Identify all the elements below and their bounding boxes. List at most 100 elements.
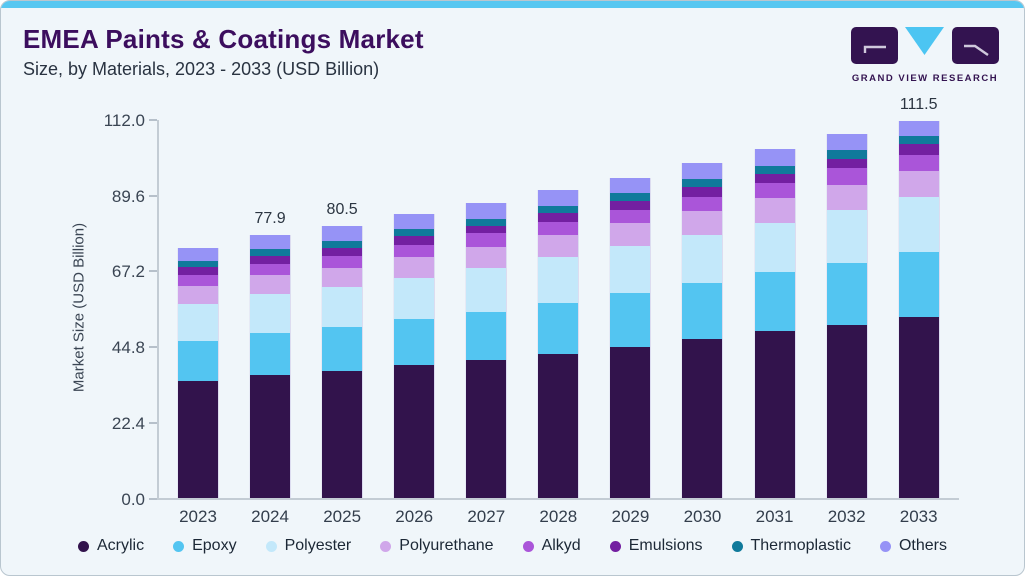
segment-acrylic-2023: [178, 381, 218, 499]
segment-others-2023: [178, 247, 218, 261]
x-tick-label-2030: 2030: [683, 507, 722, 526]
segment-thermoplastic-2031: [754, 166, 795, 174]
total-label-2033: 111.5: [899, 96, 938, 114]
segment-emulsions-2028: [538, 213, 579, 222]
segment-acrylic-2031: [754, 330, 795, 499]
segment-polyurethane-2025: [322, 267, 363, 288]
legend-label: Thermoplastic: [750, 537, 851, 554]
legend-item-epoxy[interactable]: Epoxy: [173, 537, 237, 555]
y-tick-mark: [149, 194, 157, 197]
bar-2025: [322, 226, 363, 499]
segment-polyester-2031: [754, 222, 795, 273]
legend-label: Emulsions: [628, 537, 703, 554]
segment-epoxy-2026: [394, 318, 435, 365]
legend-item-acrylic[interactable]: Acrylic: [77, 537, 144, 555]
segment-others-2033: [898, 121, 939, 137]
y-tick-mark: [149, 118, 157, 121]
legend-dot-epoxy-icon: [173, 540, 185, 552]
legend-label: Epoxy: [192, 537, 237, 554]
segment-others-2032: [826, 134, 867, 151]
x-tick-label-2027: 2027: [467, 507, 506, 526]
x-tick-label-2025: 2025: [323, 507, 362, 526]
legend-item-alkyd[interactable]: Alkyd: [522, 537, 581, 555]
segment-polyester-2029: [610, 246, 651, 294]
segment-alkyd-2032: [826, 168, 867, 185]
segment-polyester-2032: [826, 209, 867, 263]
segment-others-2026: [394, 214, 435, 230]
y-tick-label: 89.6: [111, 186, 145, 206]
segment-acrylic-2024: [250, 375, 291, 499]
segment-thermoplastic-2024: [250, 249, 291, 257]
segment-polyester-2027: [466, 267, 507, 312]
segment-alkyd-2024: [250, 263, 291, 276]
segment-polyurethane-2024: [250, 275, 291, 295]
segment-emulsions-2031: [754, 173, 795, 183]
segment-polyester-2033: [898, 197, 939, 252]
segment-alkyd-2026: [394, 244, 435, 258]
segment-thermoplastic-2028: [538, 206, 579, 214]
segment-epoxy-2032: [826, 262, 867, 325]
segment-polyurethane-2028: [538, 235, 579, 258]
y-tick-label: 22.4: [111, 414, 145, 434]
legend-item-polyurethane[interactable]: Polyurethane: [380, 537, 494, 555]
segment-emulsions-2029: [610, 200, 651, 210]
x-tick-label-2032: 2032: [827, 507, 866, 526]
segment-alkyd-2030: [682, 196, 723, 212]
segment-epoxy-2033: [898, 251, 939, 317]
segment-polyurethane-2033: [898, 170, 939, 198]
legend-item-thermoplastic[interactable]: Thermoplastic: [731, 537, 851, 555]
legend-label: Polyester: [284, 537, 352, 554]
segment-alkyd-2023: [178, 274, 218, 286]
segment-polyester-2030: [682, 234, 723, 283]
segment-epoxy-2030: [682, 282, 723, 340]
legend-item-polyester[interactable]: Polyester: [265, 537, 352, 555]
legend-dot-others-icon: [879, 540, 891, 552]
segment-thermoplastic-2029: [610, 193, 651, 201]
segment-emulsions-2023: [178, 267, 218, 275]
bar-2024: [250, 235, 291, 499]
legend-dot-alkyd-icon: [522, 540, 534, 552]
segment-others-2029: [610, 177, 651, 194]
chart-legend: Acrylic Epoxy Polyester Polyurethane Alkyd Em…: [1, 537, 1024, 555]
y-tick-mark: [149, 498, 157, 500]
top-accent-bar: [1, 1, 1024, 8]
segment-others-2030: [682, 163, 723, 179]
segment-polyester-2026: [394, 278, 435, 319]
segment-polyester-2028: [538, 257, 579, 303]
segment-polyester-2023: [178, 304, 218, 341]
segment-alkyd-2025: [322, 255, 363, 268]
legend-dot-thermoplastic-icon: [731, 540, 743, 552]
bar-2030: [682, 163, 723, 499]
y-tick-mark: [149, 270, 157, 273]
segment-thermoplastic-2032: [826, 150, 867, 159]
segment-acrylic-2027: [466, 360, 507, 499]
segment-others-2031: [754, 149, 795, 167]
segment-epoxy-2027: [466, 311, 507, 361]
x-tick-label-2033: 2033: [899, 507, 938, 526]
segment-epoxy-2031: [754, 272, 795, 331]
segment-acrylic-2025: [322, 370, 363, 499]
x-tick-label-2029: 2029: [611, 507, 650, 526]
segment-alkyd-2033: [898, 154, 939, 171]
bar-2029: [610, 177, 651, 499]
segment-emulsions-2024: [250, 256, 291, 264]
legend-dot-emulsions-icon: [609, 540, 621, 552]
y-tick-label: 67.2: [111, 262, 145, 282]
segment-polyurethane-2031: [754, 197, 795, 223]
legend-item-emulsions[interactable]: Emulsions: [609, 537, 703, 555]
segment-thermoplastic-2027: [466, 218, 507, 226]
legend-dot-polyurethane-icon: [380, 540, 392, 552]
segment-emulsions-2032: [826, 158, 867, 169]
segment-acrylic-2029: [610, 346, 651, 499]
segment-others-2027: [466, 203, 507, 219]
legend-item-others[interactable]: Others: [879, 537, 947, 555]
segment-alkyd-2029: [610, 209, 651, 224]
bar-2028: [538, 190, 579, 499]
x-tick-label-2026: 2026: [395, 507, 434, 526]
bar-2033: [898, 121, 939, 499]
segment-thermoplastic-2026: [394, 229, 435, 237]
logo-text: GRAND VIEW RESEARCH: [851, 73, 999, 84]
segment-others-2025: [322, 226, 363, 241]
total-label-2024: 77.9: [254, 210, 286, 228]
